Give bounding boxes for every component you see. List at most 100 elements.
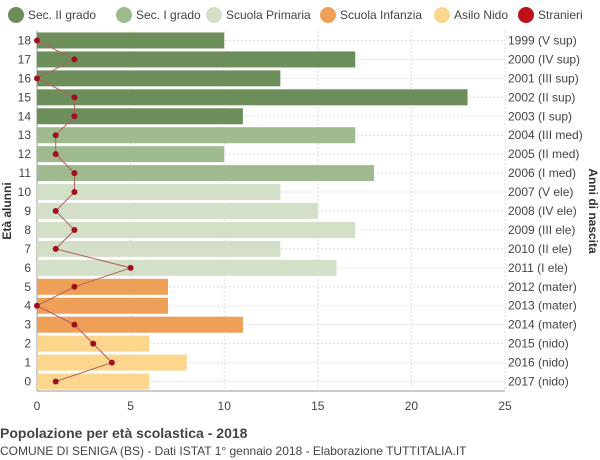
age-tick-label: 9 [24,204,31,218]
bar [37,184,281,201]
stranieri-point [71,226,78,233]
birth-year-tick-label: 2017 (nido) [508,375,569,389]
legend-swatch [206,7,222,23]
legend-label: Sec. II grado [28,8,96,22]
stranieri-point [108,359,115,366]
legend-swatch [320,7,336,23]
birth-year-tick-label: 2014 (mater) [508,318,577,332]
birth-year-tick-label: 2005 (II med) [508,147,579,161]
age-tick-label: 17 [18,52,32,66]
stranieri-point [71,94,78,101]
age-tick-label: 1 [24,356,31,370]
bar [37,240,281,257]
age-tick-label: 4 [24,299,31,313]
legend-label: Asilo Nido [454,8,508,22]
age-tick-label: 12 [18,147,32,161]
stranieri-point [52,208,59,214]
birth-year-tick-label: 2000 (IV sup) [508,52,580,66]
age-tick-label: 14 [18,109,32,123]
legend-item: Scuola Infanzia [320,7,422,23]
x-tick-labels: 0 5 10 15 20 25 [34,399,512,413]
age-tick-label: 5 [24,280,31,294]
bar [37,51,356,68]
birth-year-tick-label: 2012 (mater) [508,280,577,294]
age-tick-label: 15 [18,90,32,104]
stranieri-point [52,245,59,252]
stranieri-points [34,37,134,385]
bar [37,89,468,106]
stranieri-point [127,264,134,271]
stranieri-point [71,113,78,120]
stranieri-point [71,189,78,196]
x-tick-label: 20 [405,399,419,413]
bar [37,146,225,163]
legend-item: Stranieri [518,7,583,23]
bar [37,259,337,276]
chart-subtitle: COMUNE DI SENIGA (BS) - Dati ISTAT 1° ge… [0,444,467,458]
birth-year-tick-label: 1999 (V sup) [508,33,577,47]
birth-year-tick-label: 2006 (I med) [508,166,576,180]
birth-year-tick-label: 2009 (III ele) [508,223,575,237]
stranieri-point [34,75,40,82]
x-tick-label: 25 [498,399,512,413]
bar [37,203,318,219]
bar [37,373,150,390]
birth-year-tick-label: 2002 (II sup) [508,90,575,104]
legend-label: Stranieri [538,8,583,22]
bar [37,70,281,87]
legend-label: Scuola Infanzia [340,8,422,22]
age-tick-label: 18 [18,33,32,47]
legend-label: Sec. I grado [136,8,201,22]
stranieri-point [71,321,78,328]
stranieri-point [71,170,78,177]
y-axis-title-left: Età alunni [0,182,14,239]
birth-year-tick-label: 2001 (III sup) [508,71,579,85]
stranieri-point [90,340,97,347]
age-tick-label: 0 [24,375,31,389]
birth-year-tick-label: 2008 (IV ele) [508,204,577,218]
bars [37,32,468,390]
bar [37,32,225,49]
age-tick-label: 10 [18,185,32,199]
x-tick-label: 15 [311,399,325,413]
bar [37,221,356,238]
bar [37,278,169,295]
legend-item: Sec. I grado [116,7,201,23]
legend: Sec. II grado Sec. I grado Scuola Primaria… [8,7,583,23]
birth-year-tick-label: 2007 (V ele) [508,185,573,199]
bar [37,297,169,314]
legend-swatch [518,7,534,23]
age-tick-label: 6 [24,261,31,275]
birth-year-tick-label: 2016 (nido) [508,356,569,370]
y-axis-title-right: Anni di nascita [586,168,600,254]
age-tick-label: 7 [24,242,31,256]
legend-label: Scuola Primaria [226,8,311,22]
bar [37,127,356,144]
birth-year-tick-label: 2011 (I ele) [508,261,568,275]
age-tick-label: 2 [24,337,31,351]
birth-year-tick-label: 2003 (I sup) [508,109,572,123]
age-tick-label: 13 [18,128,32,142]
stranieri-point [52,151,59,158]
x-tick-label: 10 [218,399,232,413]
birth-year-tick-labels: 1999 (V sup) 2000 (IV sup) 2001 (III sup) 2… [508,33,583,388]
birth-year-tick-label: 2013 (mater) [508,299,577,313]
birth-year-tick-label: 2010 (II ele) [508,242,572,256]
stranieri-point [34,37,40,44]
age-tick-label: 11 [19,166,32,180]
legend-item: Scuola Primaria [206,7,311,23]
legend-item: Sec. II grado [8,7,96,23]
legend-swatch [434,7,450,23]
birth-year-tick-label: 2015 (nido) [508,337,569,351]
age-tick-label: 16 [18,71,32,85]
age-tick-label: 3 [24,318,31,332]
bar [37,108,243,125]
bar [37,165,374,182]
stranieri-point [71,56,78,63]
age-tick-label: 8 [24,223,31,237]
birth-year-tick-label: 2004 (III med) [508,128,583,142]
x-tick-label: 5 [127,399,134,413]
stranieri-point [52,378,59,385]
